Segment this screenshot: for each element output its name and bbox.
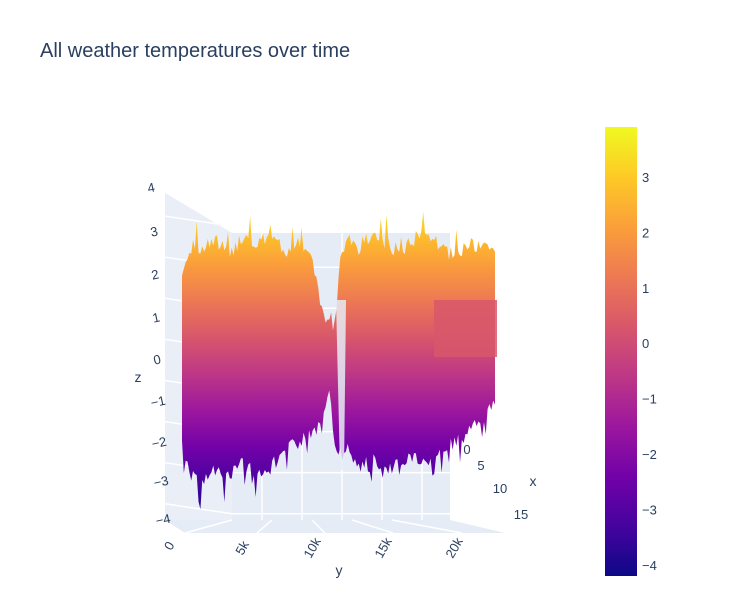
- colorbar-tick-label: 0: [642, 336, 649, 351]
- x-tick-label: 15: [514, 507, 528, 522]
- z-axis-label: z: [135, 369, 142, 385]
- y-tick-label: 0: [161, 539, 178, 553]
- colorbar-tick-label: 1: [642, 281, 649, 296]
- z-tick-label: 3: [149, 224, 159, 240]
- y-tick-label: 20k: [442, 534, 466, 560]
- colorbar-tick-label: −3: [642, 502, 657, 517]
- z-tick-label: −3: [152, 473, 170, 491]
- colorbar-tick-label: 3: [642, 170, 649, 185]
- colorbar-tick-label: −2: [642, 447, 657, 462]
- colorbar-tick-label: −1: [642, 392, 657, 407]
- z-tick-label: −1: [149, 393, 167, 411]
- x-axis-label: x: [530, 473, 537, 489]
- y-tick-label: 10k: [300, 534, 324, 560]
- z-tick-label: −2: [150, 434, 168, 452]
- x-tick-label: 10: [493, 481, 507, 496]
- floor-gridline: [351, 519, 394, 534]
- surface-patch: [434, 300, 497, 357]
- colorbar[interactable]: [605, 127, 637, 576]
- floor: [165, 520, 505, 533]
- z-tick-label: 4: [146, 180, 156, 196]
- x-tick-label: 0: [463, 442, 470, 457]
- z-tick-label: 1: [151, 310, 161, 326]
- z-tick-label: 0: [152, 352, 162, 368]
- z-gridline-side: [164, 215, 233, 227]
- colorbar-tick-label: −4: [642, 558, 657, 573]
- floor-gridline: [391, 519, 463, 534]
- y-axis-label: y: [336, 562, 343, 578]
- z-gridline-side: [164, 174, 233, 186]
- chart-title: All weather temperatures over time: [40, 40, 351, 62]
- z-gridline-side: [164, 503, 233, 515]
- floor-gridline: [184, 519, 233, 534]
- floor-gridline: [256, 519, 273, 534]
- x-tick-label: 5: [477, 458, 484, 473]
- z-tick-label: −4: [154, 511, 172, 529]
- y-tick-label: 5k: [232, 538, 252, 558]
- z-tick-label: 2: [150, 267, 160, 283]
- floor-gridline: [311, 519, 326, 534]
- surface-gap: [336, 300, 346, 470]
- colorbar-tick-label: 2: [642, 225, 649, 240]
- y-tick-label: 15k: [371, 534, 395, 560]
